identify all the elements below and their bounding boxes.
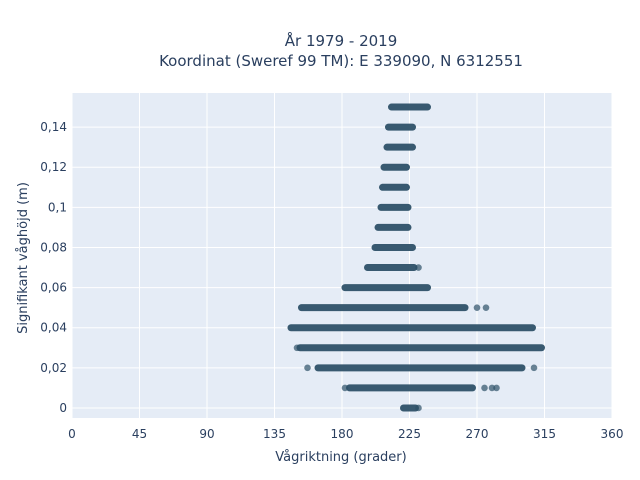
x-tick-label: 90 [199,427,214,441]
data-point [530,364,538,372]
x-tick-label: 135 [263,427,286,441]
data-point [341,384,349,392]
x-tick-label: 180 [331,427,354,441]
data-point [415,404,422,412]
y-tick-label: 0,04 [40,321,67,335]
chart-title-line-2: Koordinat (Sweref 99 TM): E 339090, N 63… [159,52,523,70]
y-tick-label: 0,02 [40,361,67,375]
x-tick-label: 360 [601,427,624,441]
x-tick-label: 270 [466,427,489,441]
data-point [473,304,481,311]
y-tick-label: 0,14 [40,120,67,134]
x-tick-label: 315 [533,427,556,441]
data-point [481,384,488,392]
chart-title-line-1: År 1979 - 2019 [285,31,398,50]
y-axis-label: Signifikant våghöjd (m) [16,182,31,334]
x-tick-label: 45 [132,427,147,441]
x-tick-label: 225 [398,427,421,441]
data-point [415,264,422,271]
y-axis-ticks: 0 0,02 0,04 0,06 0,08 0,1 0,12 0,14 [40,120,67,415]
data-point [482,304,490,311]
y-tick-label: 0,1 [48,200,67,214]
y-tick-label: 0,06 [40,281,67,295]
y-tick-label: 0,12 [40,160,67,174]
data-point [293,344,301,352]
x-axis-label: Vågriktning (grader) [275,450,406,465]
data-points [287,103,545,412]
data-point [304,364,311,372]
y-tick-label: 0,08 [40,240,67,254]
chart-title: År 1979 - 2019 Koordinat (Sweref 99 TM):… [159,31,523,70]
x-axis-ticks: 0 45 90 135 180 225 270 315 360 [68,427,623,441]
y-tick-label: 0 [59,401,67,415]
data-point [493,384,500,392]
x-tick-label: 0 [68,427,76,441]
